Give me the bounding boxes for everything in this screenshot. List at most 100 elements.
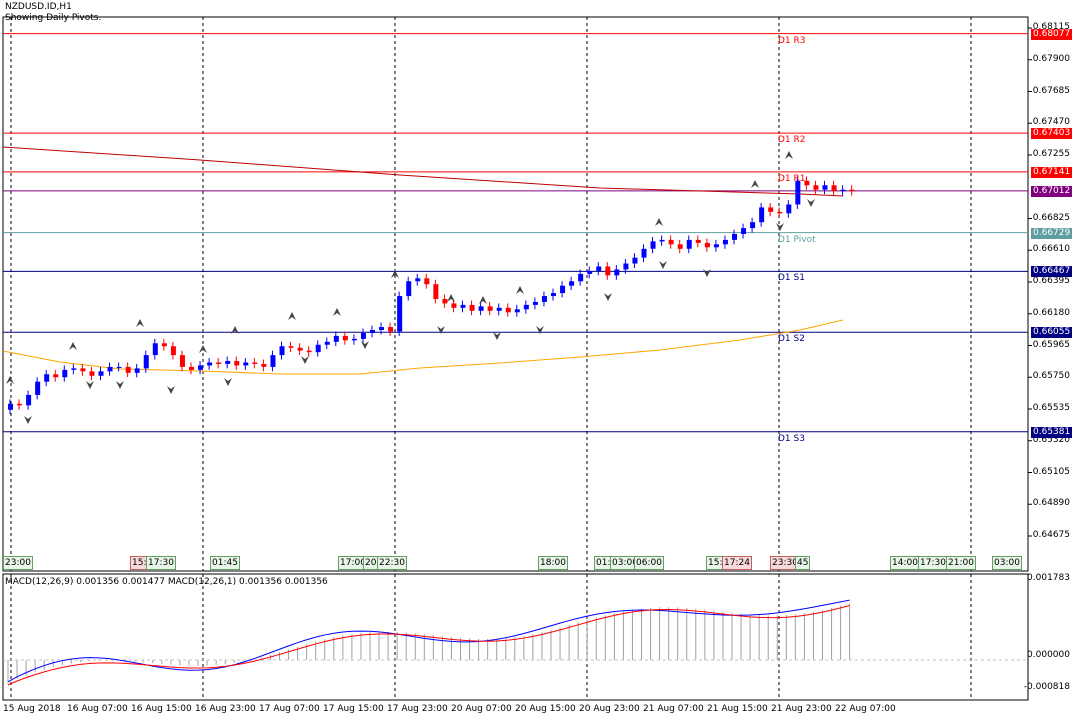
fractal-down-icon	[224, 378, 232, 386]
candle	[695, 235, 701, 248]
candle	[460, 300, 466, 313]
candle	[324, 337, 330, 350]
candle	[795, 176, 801, 209]
candle	[198, 361, 204, 375]
price-tick-label: 0.67900	[1032, 53, 1070, 64]
candle	[297, 343, 303, 356]
candle	[279, 341, 285, 360]
candle	[650, 236, 656, 254]
pivot-price-box: 0.68077	[1031, 28, 1072, 40]
candle	[442, 294, 448, 308]
fractal-down-icon	[776, 223, 784, 231]
candle	[840, 185, 846, 196]
candle	[252, 358, 258, 369]
candle	[569, 276, 575, 291]
candle	[578, 269, 584, 286]
macd-tick-label: 0.001783	[1027, 573, 1070, 583]
time-marker-box: 06:00	[634, 556, 664, 570]
candle	[234, 356, 240, 370]
candle	[668, 235, 674, 249]
candle	[623, 259, 629, 274]
candle	[433, 279, 439, 304]
candle	[478, 301, 484, 316]
time-tick-label: 20 Aug 07:00	[451, 704, 512, 714]
fractal-down-icon	[604, 293, 612, 301]
time-marker-box: 14:00	[890, 556, 920, 570]
candle	[487, 301, 493, 316]
current-price-box: 0.67012	[1031, 185, 1072, 197]
fractal-up-icon	[231, 326, 239, 334]
price-tick-label: 0.65535	[1032, 403, 1070, 413]
candle	[116, 362, 122, 372]
time-marker-box: 03:00	[610, 556, 640, 570]
candle	[179, 350, 185, 372]
macd-tick-label: 0.000000	[1027, 650, 1070, 660]
price-tick-label: 0.65965	[1032, 339, 1070, 350]
fractal-down-icon	[167, 386, 175, 394]
candle	[125, 362, 131, 378]
candle	[152, 338, 158, 360]
time-marker-box: 23:00	[3, 556, 33, 570]
price-tick-label: 0.67685	[1032, 85, 1070, 96]
fractal-up-icon	[447, 294, 455, 302]
fractal-down-icon	[703, 269, 711, 277]
candle	[587, 266, 593, 279]
price-tick-label: 0.65320	[1032, 434, 1070, 445]
time-tick-label: 17 Aug 15:00	[323, 704, 384, 714]
time-marker-box: 17:24	[722, 556, 752, 570]
candle	[768, 202, 774, 217]
fractal-up-icon	[333, 308, 341, 316]
time-marker-box: 01:45	[210, 556, 240, 570]
candle	[532, 297, 538, 310]
candle	[451, 298, 457, 313]
candle	[379, 322, 385, 335]
fractal-down-icon	[301, 356, 309, 364]
price-tick-label: 0.64675	[1032, 530, 1070, 540]
macd-label: MACD(12,26,9) 0.001356 0.001477 MACD(12,…	[5, 577, 328, 587]
candle	[207, 358, 213, 370]
candle	[641, 244, 647, 263]
time-marker-box: 21:00	[946, 556, 976, 570]
candle	[813, 180, 819, 195]
macd-tick-label: -0.000818	[1023, 682, 1070, 692]
candle	[732, 229, 737, 245]
candle	[786, 200, 792, 218]
pivot-level-label: D1 R2	[778, 135, 806, 146]
candle	[849, 185, 855, 196]
pivot-level-label: D1 R1	[778, 173, 806, 184]
candle	[370, 325, 375, 338]
fractal-up-icon	[136, 319, 144, 327]
price-tick-label: 0.67470	[1032, 117, 1070, 128]
time-tick-label: 17 Aug 23:00	[387, 704, 448, 714]
candle	[804, 176, 810, 190]
candle	[333, 331, 339, 347]
candle	[71, 363, 77, 375]
candle	[397, 291, 403, 336]
time-tick-label: 22 Aug 07:00	[835, 704, 896, 714]
candle	[216, 358, 222, 369]
candle	[596, 262, 602, 276]
candle	[8, 399, 13, 415]
candle	[469, 300, 475, 316]
time-marker-box: 22:30	[377, 556, 407, 570]
pivot-price-box: 0.67141	[1031, 166, 1072, 178]
candle	[360, 328, 366, 344]
candle	[44, 369, 50, 387]
candle	[759, 202, 765, 227]
candle	[388, 322, 394, 336]
fractal-down-icon	[24, 416, 32, 424]
pivot-subtitle: Showing Daily Pivots.	[5, 13, 102, 23]
candle	[35, 377, 41, 400]
fractal-up-icon	[655, 218, 663, 226]
time-marker-box: 17:30	[146, 556, 176, 570]
price-tick-label: 0.68115	[1032, 22, 1070, 32]
candle	[80, 363, 86, 376]
candle	[659, 235, 665, 246]
pivot-price-box: 0.65381	[1031, 426, 1072, 438]
candle	[614, 265, 620, 280]
fractal-up-icon	[391, 270, 399, 278]
candle	[161, 338, 167, 351]
symbol-title: NZDUSD.ID,H1	[5, 2, 72, 12]
time-tick-label: 20 Aug 15:00	[515, 704, 576, 714]
